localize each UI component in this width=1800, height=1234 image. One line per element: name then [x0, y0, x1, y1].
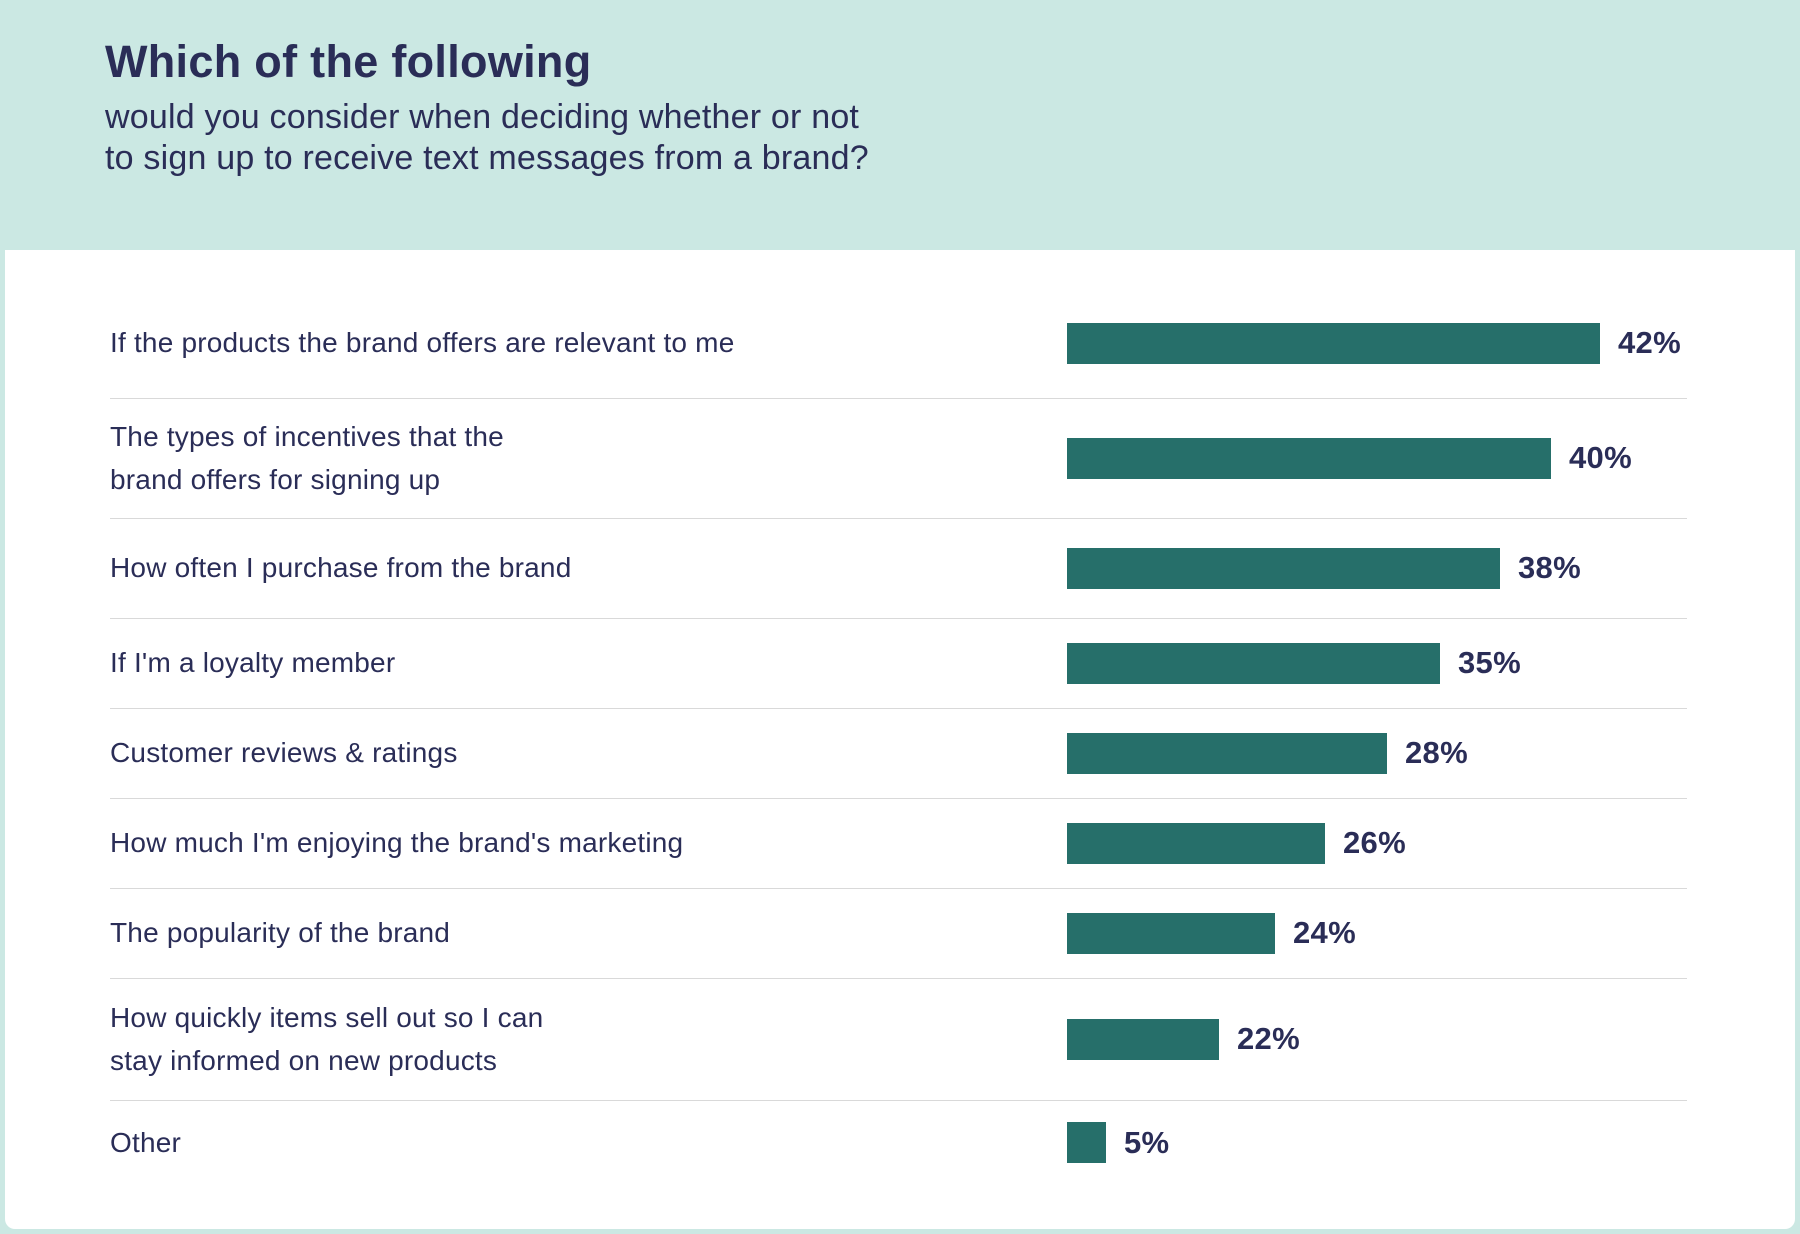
row-divider	[110, 978, 1687, 979]
row-label: How often I purchase from the brand	[110, 552, 572, 584]
row-value: 35%	[1458, 645, 1521, 680]
row-label: How quickly items sell out so I can stay…	[110, 1001, 544, 1076]
row-bar	[1067, 642, 1440, 684]
row-bar-area: 28%	[1067, 732, 1795, 774]
row-divider	[110, 708, 1687, 709]
row-label: Customer reviews & ratings	[110, 737, 458, 769]
row-label: If I'm a loyalty member	[110, 647, 396, 679]
row-divider	[110, 398, 1687, 399]
chart-panel: If the products the brand offers are rel…	[5, 250, 1795, 1229]
chart-row: If I'm a loyalty member 35%	[5, 618, 1795, 708]
row-value: 5%	[1124, 1124, 1170, 1160]
row-bar	[1067, 1122, 1106, 1163]
row-bar	[1067, 822, 1325, 864]
chart-row: Customer reviews & ratings 28%	[5, 708, 1795, 798]
row-value: 42%	[1618, 325, 1681, 360]
row-bar-area: 35%	[1067, 642, 1795, 684]
chart-subtitle: would you consider when deciding whether…	[105, 98, 869, 178]
row-bar-area: 42%	[1067, 322, 1795, 364]
row-bar	[1067, 732, 1387, 774]
row-divider	[110, 618, 1687, 619]
row-bar-area: 24%	[1067, 912, 1795, 954]
row-divider	[110, 798, 1687, 799]
row-label: Other	[110, 1126, 182, 1158]
row-bar	[1067, 547, 1500, 589]
chart-row: If the products the brand offers are rel…	[5, 250, 1795, 398]
row-value: 22%	[1237, 1021, 1300, 1056]
row-bar	[1067, 912, 1275, 954]
row-divider	[110, 1100, 1687, 1101]
chart-row: How often I purchase from the brand 38%	[5, 518, 1795, 618]
row-value: 26%	[1343, 825, 1406, 860]
bar-chart: If the products the brand offers are rel…	[5, 250, 1795, 1229]
row-bar-area: 38%	[1067, 547, 1795, 589]
chart-row: How much I'm enjoying the brand's market…	[5, 798, 1795, 888]
row-label: How much I'm enjoying the brand's market…	[110, 827, 684, 859]
row-bar-area: 26%	[1067, 822, 1795, 864]
row-bar	[1067, 437, 1551, 479]
row-value: 28%	[1405, 735, 1468, 770]
row-value: 38%	[1518, 550, 1581, 585]
row-value: 24%	[1293, 915, 1356, 950]
chart-row: How quickly items sell out so I can stay…	[5, 978, 1795, 1100]
row-bar-area: 40%	[1067, 437, 1795, 479]
row-label: If the products the brand offers are rel…	[110, 327, 735, 359]
row-divider	[110, 518, 1687, 519]
chart-row: The types of incentives that the brand o…	[5, 398, 1795, 518]
row-bar-area: 5%	[1067, 1122, 1795, 1163]
row-value: 40%	[1569, 440, 1632, 475]
row-bar-area: 22%	[1067, 1018, 1795, 1060]
chart-header: Which of the following would you conside…	[0, 0, 1800, 250]
row-divider	[110, 888, 1687, 889]
row-label: The types of incentives that the brand o…	[110, 420, 504, 495]
row-bar	[1067, 1018, 1219, 1060]
row-label: The popularity of the brand	[110, 917, 451, 949]
row-bar	[1067, 322, 1600, 364]
chart-row: The popularity of the brand 24%	[5, 888, 1795, 978]
chart-title: Which of the following	[105, 36, 592, 87]
chart-row: Other 5%	[5, 1100, 1795, 1229]
